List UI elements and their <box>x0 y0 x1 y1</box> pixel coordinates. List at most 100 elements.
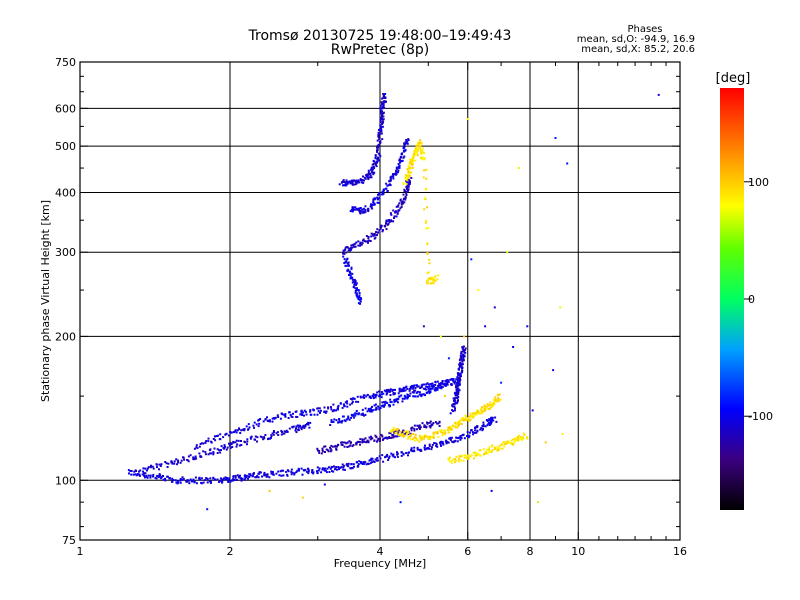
scatter-point <box>360 462 363 465</box>
scatter-point <box>310 471 313 474</box>
scatter-point <box>438 421 441 424</box>
scatter-point <box>354 291 357 294</box>
phase-x-line: mean, sd,X: 85.2, 20.6 <box>581 44 695 55</box>
scatter-point <box>363 179 365 182</box>
scatter-point <box>497 448 499 451</box>
colorbar-tick-label: -100 <box>748 410 773 423</box>
scatter-point <box>419 146 422 149</box>
scatter-point <box>365 463 368 466</box>
scatter-point <box>361 239 364 242</box>
scatter-point <box>389 388 392 391</box>
scatter-point <box>318 407 321 410</box>
scatter-point <box>342 255 345 258</box>
x-tick-label: 4 <box>377 545 384 558</box>
scatter-point <box>402 193 405 196</box>
scatter-point <box>323 483 326 486</box>
scatter-point <box>336 468 338 471</box>
scatter-point <box>449 456 451 459</box>
scatter-point <box>469 412 472 415</box>
scatter-point <box>407 178 410 181</box>
scatter-point <box>479 449 482 452</box>
scatter-point <box>133 470 136 473</box>
colorbar-tick-label: 100 <box>748 176 769 189</box>
scatter-point <box>414 436 417 439</box>
scatter-point <box>369 410 372 413</box>
scatter-point <box>458 362 461 365</box>
scatter-point <box>462 359 465 362</box>
scatter-point <box>225 432 228 435</box>
scatter-point <box>442 442 444 445</box>
scatter-point <box>367 171 370 174</box>
scatter-point <box>180 459 183 462</box>
scatter-point <box>348 247 351 250</box>
scatter-point <box>355 182 358 185</box>
scatter-point <box>378 438 381 440</box>
scatter-point <box>397 430 400 433</box>
scatter-point <box>407 431 410 434</box>
scatter-point <box>291 471 294 474</box>
scatter-point <box>467 457 470 460</box>
scatter-point <box>236 474 239 477</box>
scatter-point <box>402 435 405 438</box>
scatter-point <box>295 471 298 474</box>
scatter-point <box>411 450 414 453</box>
scatter-point <box>453 398 456 401</box>
scatter-point <box>371 233 374 236</box>
scatter-point <box>457 420 460 423</box>
scatter-point <box>364 461 367 464</box>
scatter-point <box>432 434 435 437</box>
scatter-point <box>372 173 375 176</box>
scatter-point <box>144 476 146 479</box>
scatter-point <box>438 429 441 432</box>
scatter-point <box>367 176 369 179</box>
scatter-point <box>372 201 375 204</box>
scatter-point <box>248 475 251 478</box>
scatter-point <box>235 445 238 448</box>
scatter-point <box>464 351 467 354</box>
scatter-point <box>369 174 372 177</box>
scatter-point <box>369 240 372 242</box>
scatter-point <box>465 418 468 421</box>
scatter-point <box>490 489 493 492</box>
scatter-point <box>206 478 209 480</box>
scatter-point <box>463 418 466 421</box>
scatter-point <box>349 444 352 447</box>
scatter-point <box>279 470 282 473</box>
scatter-point <box>355 443 358 446</box>
scatter-point <box>468 418 470 421</box>
scatter-point <box>346 269 349 272</box>
scatter-point <box>304 424 307 426</box>
scatter-point <box>358 181 361 184</box>
scatter-point <box>362 463 365 465</box>
scatter-point <box>404 396 407 399</box>
scatter-point <box>368 239 371 242</box>
scatter-point <box>380 130 383 132</box>
scatter-point <box>396 435 399 438</box>
scatter-point <box>299 413 302 416</box>
scatter-point <box>219 451 222 454</box>
scatter-point <box>376 228 379 231</box>
scatter-point <box>254 435 257 438</box>
scatter-point <box>407 176 410 179</box>
scatter-point <box>290 468 293 471</box>
scatter-point <box>455 423 458 426</box>
scatter-point <box>380 126 383 129</box>
scatter-point <box>415 438 418 440</box>
scatter-point <box>307 472 310 475</box>
scatter-point <box>383 389 386 392</box>
scatter-point <box>207 437 210 440</box>
scatter-point <box>370 170 373 172</box>
scatter-point <box>495 420 498 423</box>
x-axis-label: Frequency [MHz] <box>334 557 426 570</box>
scatter-point <box>329 447 332 450</box>
scatter-point <box>473 412 476 415</box>
scatter-point <box>167 462 170 465</box>
scatter-point <box>228 478 231 481</box>
scatter-point <box>499 444 502 447</box>
scatter-point <box>454 394 457 397</box>
scatter-point <box>295 415 298 418</box>
scatter-point <box>487 449 490 452</box>
scatter-point <box>354 283 357 286</box>
scatter-point <box>296 424 299 427</box>
scatter-point <box>411 426 414 429</box>
